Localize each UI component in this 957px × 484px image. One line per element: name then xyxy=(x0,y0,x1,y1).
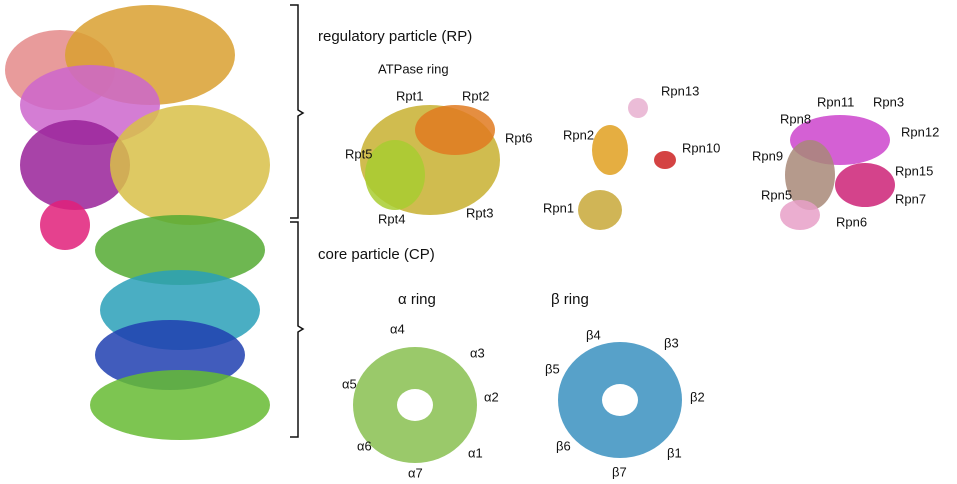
cp-blob xyxy=(90,370,270,440)
atpase-ring-image xyxy=(365,140,425,210)
subunit-label: Rpn1 xyxy=(543,200,574,215)
lid-image xyxy=(780,200,820,230)
rp-blob xyxy=(40,200,90,250)
subunit-label: Rpn12 xyxy=(901,124,939,139)
base-image xyxy=(628,98,648,118)
subunit-label: α2 xyxy=(484,389,499,404)
group-title: β ring xyxy=(551,291,589,308)
subunit-label: β2 xyxy=(690,389,705,404)
ring-pore xyxy=(397,389,433,421)
subunit-label: β5 xyxy=(545,361,560,376)
subunit-label: β6 xyxy=(556,438,571,453)
cp-blob xyxy=(95,215,265,285)
subunit-label: α5 xyxy=(342,376,357,391)
subunit-label: β3 xyxy=(664,335,679,350)
subunit-label: α6 xyxy=(357,438,372,453)
subunit-label: α7 xyxy=(408,465,423,480)
subunit-label: Rpn11 xyxy=(817,94,854,109)
subunit-label: α4 xyxy=(390,321,405,336)
section-label: regulatory particle (RP) xyxy=(318,28,472,45)
base-image xyxy=(654,151,676,169)
subunit-label: α3 xyxy=(470,345,485,360)
subunit-label: Rpn13 xyxy=(661,83,699,98)
subunit-label: Rpt2 xyxy=(462,88,489,103)
group-title: ATPase ring xyxy=(378,61,449,76)
subunit-label: Rpt4 xyxy=(378,211,405,226)
subunit-label: Rpt5 xyxy=(345,146,372,161)
subunit-label: Rpn10 xyxy=(682,140,720,155)
subunit-label: β4 xyxy=(586,327,601,342)
subunit-label: Rpn9 xyxy=(752,148,783,163)
subunit-label: Rpn8 xyxy=(780,111,811,126)
rp-bracket xyxy=(290,4,305,219)
subunit-label: Rpt1 xyxy=(396,88,423,103)
subunit-label: Rpn2 xyxy=(563,127,594,142)
rp-blob xyxy=(20,120,130,210)
cp-bracket xyxy=(290,221,305,438)
base-image xyxy=(578,190,622,230)
ring-pore xyxy=(602,384,638,416)
subunit-label: Rpn3 xyxy=(873,94,904,109)
subunit-label: Rpn5 xyxy=(761,187,792,202)
section-label: core particle (CP) xyxy=(318,246,435,263)
subunit-label: α1 xyxy=(468,445,483,460)
subunit-label: β1 xyxy=(667,445,682,460)
rp-blob xyxy=(110,105,270,225)
subunit-label: Rpn15 xyxy=(895,163,933,178)
lid-image xyxy=(785,140,835,210)
subunit-label: β7 xyxy=(612,464,627,479)
lid-image xyxy=(835,163,895,207)
group-title: α ring xyxy=(398,291,436,308)
atpase-ring-image xyxy=(415,105,495,155)
subunit-label: Rpt3 xyxy=(466,205,493,220)
subunit-label: Rpn6 xyxy=(836,214,867,229)
subunit-label: Rpt6 xyxy=(505,130,532,145)
proteasome-structure xyxy=(5,5,270,440)
subunit-label: Rpn7 xyxy=(895,191,926,206)
base-image xyxy=(592,125,628,175)
